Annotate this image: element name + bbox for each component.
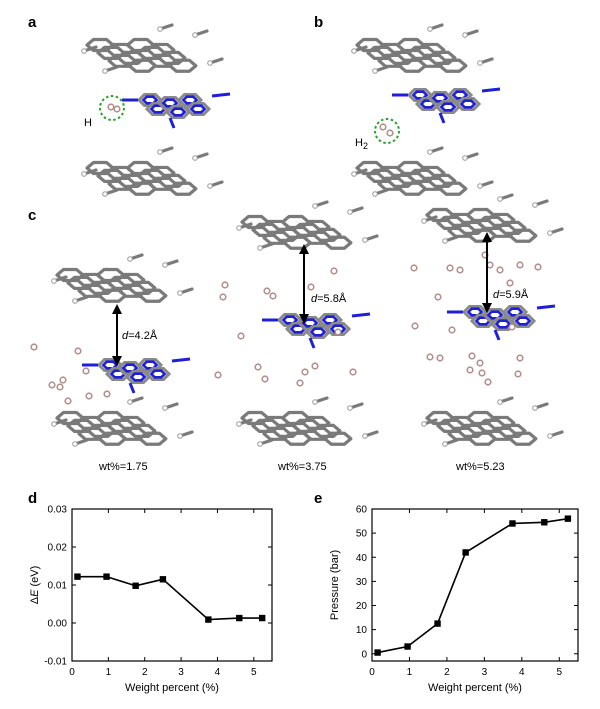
- series-line: [377, 517, 569, 654]
- x-tick-label: 4: [519, 667, 525, 678]
- data-point: [434, 620, 441, 627]
- y-tick-label: 60: [356, 505, 368, 516]
- data-point: [374, 649, 381, 656]
- graphene-sheet-c3-bottom: [421, 396, 564, 447]
- graphene-sheet-c1-bottom: [51, 396, 194, 447]
- hydrogen-molecule-label: H2: [355, 137, 368, 151]
- data-point: [564, 515, 572, 522]
- data-point: [103, 573, 110, 580]
- y-tick-label: 0.00: [48, 619, 68, 630]
- carbon-nitride-a: [122, 92, 231, 129]
- y-tick-label: 50: [356, 529, 368, 540]
- x-axis-title: Weight percent (%): [428, 682, 522, 694]
- chart-d-energy: 0 1 2 3 4 5 -0.01 0.00 0.01 0.02 0.03 Weight percen…: [29, 505, 273, 694]
- data-point: [132, 582, 139, 589]
- loading-label-2: wt%=3.75: [277, 461, 327, 473]
- hydrogen-highlight-circle-a: [99, 95, 125, 121]
- panel-letter-c: c: [28, 207, 36, 224]
- x-tick-label: 0: [69, 667, 75, 678]
- graphene-sheet-c1-top: [51, 253, 194, 304]
- hydrogen-atoms-c3: [410, 251, 542, 386]
- graphene-sheet-a-bottom: [81, 146, 224, 197]
- x-axis-title: Weight percent (%): [125, 682, 219, 694]
- data-point: [74, 573, 81, 580]
- distance-label-1: d=4.2Å: [122, 329, 158, 342]
- y-tick-label: 10: [356, 625, 368, 636]
- panel-letter-d: d: [28, 490, 37, 507]
- hydrogen-atoms-b: [379, 123, 394, 137]
- x-tick-label: 5: [251, 667, 257, 678]
- x-tick-label: 2: [444, 667, 450, 678]
- y-tick-label: 0.02: [48, 543, 68, 554]
- plot-frame: [71, 508, 273, 662]
- x-tick-label: 4: [215, 667, 221, 678]
- series-line: [77, 575, 263, 621]
- x-tick-label: 1: [407, 667, 413, 678]
- data-point: [258, 614, 266, 622]
- y-tick-label: 0.01: [48, 581, 68, 592]
- data-point: [205, 616, 212, 623]
- data-point: [509, 520, 516, 527]
- y-axis-title: Pressure (bar): [329, 550, 341, 620]
- panel-letter-b: b: [314, 14, 323, 31]
- carbon-nitride-c3: [447, 304, 556, 341]
- carbon-nitride-c1: [82, 357, 191, 394]
- data-point: [159, 576, 167, 583]
- y-tick-label: 30: [356, 577, 368, 588]
- molecular-structures: [30, 23, 564, 447]
- x-tick-label: 5: [556, 667, 562, 678]
- y-tick-label: 0: [361, 649, 367, 660]
- panel-letter-a: a: [28, 14, 37, 31]
- hydrogen-highlight-circle-b: [374, 118, 400, 144]
- graphene-sheet-a-top: [81, 23, 224, 74]
- loading-label-1: wt%=1.75: [98, 461, 148, 473]
- data-point: [541, 519, 548, 526]
- distance-label-2: d=5.8Å: [311, 292, 347, 305]
- graphene-sheet-b-bottom: [351, 146, 494, 197]
- y-tick-label: 0.03: [48, 505, 68, 516]
- distance-label-3: d=5.9Å: [493, 288, 529, 301]
- graphene-sheet-c3-top: [421, 193, 564, 244]
- graphene-sheet-c2-top: [236, 200, 379, 251]
- hydrogen-atom-label: H: [84, 117, 92, 129]
- y-axis-title: ΔE (eV): [29, 566, 41, 605]
- y-tick-label: 20: [356, 601, 368, 612]
- x-tick-label: 3: [482, 667, 488, 678]
- graphene-sheet-c2-bottom: [236, 396, 379, 447]
- y-tick-label: -0.01: [44, 657, 67, 668]
- carbon-nitride-c2: [262, 312, 371, 349]
- hydrogen-atoms-a: [107, 103, 121, 113]
- y-tick-label: 40: [356, 553, 368, 564]
- graphene-sheet-b-top: [351, 23, 494, 74]
- x-tick-label: 0: [369, 667, 375, 678]
- data-point: [404, 643, 411, 650]
- x-tick-label: 3: [178, 667, 184, 678]
- data-point: [462, 549, 469, 556]
- panel-letter-e: e: [314, 490, 322, 507]
- loading-label-3: wt%=5.23: [455, 461, 505, 473]
- x-tick-label: 1: [106, 667, 112, 678]
- hydrogen-atoms-c2: [214, 267, 357, 387]
- carbon-nitride-b: [392, 87, 501, 124]
- x-tick-label: 2: [142, 667, 148, 678]
- plot-frame: [371, 508, 579, 662]
- data-point: [236, 614, 243, 622]
- hydrogen-atoms-c1: [30, 343, 111, 405]
